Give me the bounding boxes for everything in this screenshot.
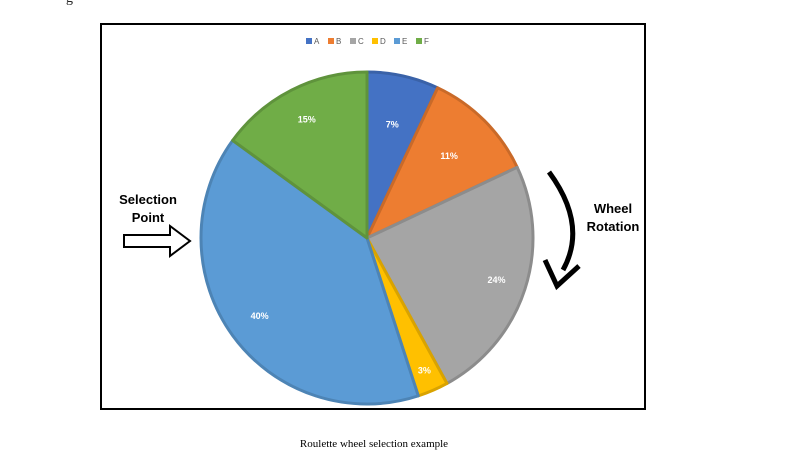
rotation-arrowhead-icon	[542, 258, 581, 291]
chart-frame	[100, 23, 646, 410]
rotation-label-line2: Rotation	[587, 219, 640, 234]
pie-slice-c	[365, 165, 535, 385]
selection-label-line2: Point	[132, 210, 165, 225]
header-fragment: g	[0, 0, 812, 7]
rotation-label-line1: Wheel	[594, 201, 632, 216]
legend: A B C D E F	[306, 37, 429, 46]
pie-slices	[199, 70, 535, 406]
pie-slice-b	[365, 86, 519, 240]
slice-label-a: 7%	[386, 120, 399, 130]
legend-swatch-e	[394, 38, 400, 44]
legend-label-c: C	[358, 37, 364, 46]
figure-caption: Roulette wheel selection example	[299, 438, 449, 450]
wheel-rotation-annotation: Wheel Rotation	[542, 170, 640, 291]
slice-label-f: 15%	[298, 115, 316, 125]
legend-label-e: E	[402, 37, 407, 46]
slice-label-e: 40%	[251, 311, 269, 321]
legend-label-d: D	[380, 37, 386, 46]
pie-slice-e	[199, 138, 420, 406]
slice-labels: 7% 11% 24% 3% 40% 15%	[251, 115, 506, 376]
legend-swatch-d	[372, 38, 378, 44]
legend-swatch-f	[416, 38, 422, 44]
slice-label-b: 11%	[440, 151, 458, 161]
selection-label-line1: Selection	[119, 192, 177, 207]
pie-slice-f	[231, 70, 369, 240]
selection-arrow-icon	[123, 224, 192, 258]
legend-label-f: F	[424, 37, 429, 46]
legend-swatch-c	[350, 38, 356, 44]
slice-label-d: 3%	[418, 366, 431, 376]
rotation-arrow-icon	[546, 170, 576, 272]
slice-label-c: 24%	[487, 275, 505, 285]
selection-point-annotation: Selection Point	[119, 192, 192, 258]
legend-swatch-a	[306, 38, 312, 44]
legend-label-b: B	[336, 37, 341, 46]
legend-swatch-b	[328, 38, 334, 44]
legend-label-a: A	[314, 37, 320, 46]
